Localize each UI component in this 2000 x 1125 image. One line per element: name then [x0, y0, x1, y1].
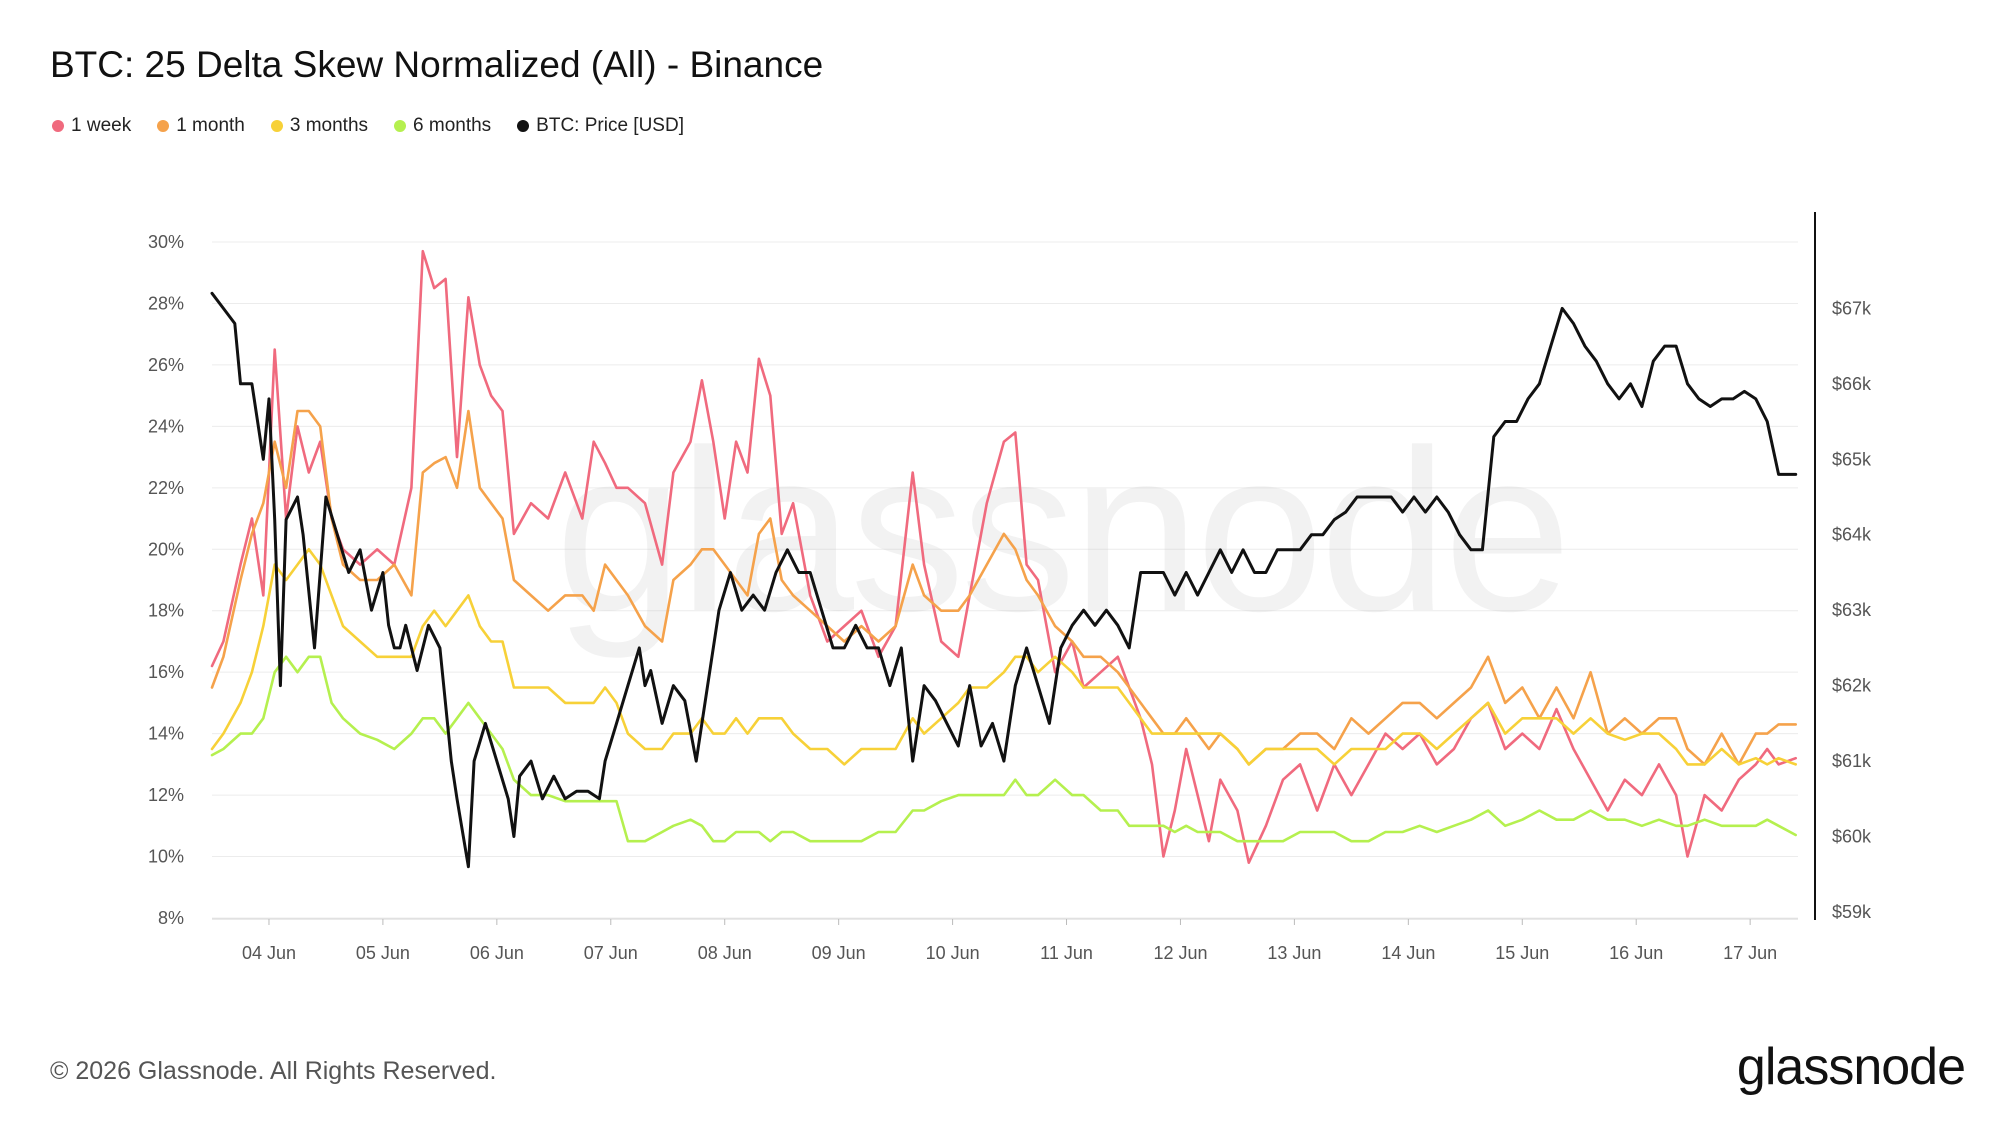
y-right-tick: $65k	[1832, 449, 1872, 469]
y-right-tick: $62k	[1832, 676, 1872, 696]
x-tick: 16 Jun	[1609, 943, 1663, 963]
x-tick: 10 Jun	[926, 943, 980, 963]
series-lines	[210, 249, 1798, 869]
legend-item-btc-price-usd[interactable]: BTC: Price [USD]	[517, 115, 684, 137]
legend-label: 1 week	[71, 115, 132, 136]
legend-item-3-months[interactable]: 3 months	[270, 115, 369, 137]
legend-dot-icon	[517, 120, 530, 132]
y-left-tick: 18%	[148, 601, 184, 621]
legend-label: 6 months	[413, 115, 492, 136]
x-tick: 09 Jun	[812, 943, 866, 963]
y-right-tick: $67k	[1832, 298, 1872, 318]
legend-dot-icon	[394, 120, 407, 132]
x-axis: 04 Jun 05 Jun 06 Jun 07 Jun 08 Jun 09 Jun 10 J…	[242, 919, 1777, 963]
legend-item-1-week[interactable]: 1 week	[52, 115, 131, 137]
chart-legend: 1 week 1 month 3 months 6 months BTC: Price …	[52, 115, 684, 137]
y-left-tick: 16%	[148, 662, 184, 682]
x-tick: 13 Jun	[1267, 943, 1321, 963]
y-left-tick: 30%	[148, 232, 184, 252]
series-line-3-months[interactable]	[210, 548, 1797, 766]
y-right-tick: $64k	[1832, 525, 1872, 545]
y-left-tick: 26%	[148, 355, 184, 375]
y-axis-left: 8% 10% 12% 14% 16% 18% 20% 22% 24% 26% 28% 30%	[148, 232, 184, 928]
series-line-1-month[interactable]	[210, 409, 1797, 766]
legend-dot-icon	[270, 120, 283, 132]
y-right-tick: $61k	[1832, 751, 1872, 771]
y-right-tick: $59k	[1832, 902, 1872, 922]
series-line-btc-price-usd[interactable]	[210, 291, 1798, 869]
x-tick: 12 Jun	[1153, 943, 1207, 963]
x-tick: 08 Jun	[698, 943, 752, 963]
legend-item-6-months[interactable]: 6 months	[394, 115, 491, 137]
y-left-tick: 22%	[148, 478, 184, 498]
y-left-tick: 10%	[148, 847, 184, 867]
legend-label: 1 month	[176, 115, 245, 136]
x-tick: 15 Jun	[1495, 943, 1549, 963]
y-left-tick: 12%	[148, 785, 184, 805]
x-tick: 05 Jun	[356, 943, 410, 963]
x-tick: 14 Jun	[1381, 943, 1435, 963]
x-tick: 04 Jun	[242, 943, 296, 963]
x-tick: 07 Jun	[584, 943, 638, 963]
y-left-tick: 20%	[148, 539, 184, 559]
x-tick: 17 Jun	[1723, 943, 1777, 963]
legend-label: BTC: Price [USD]	[536, 115, 684, 136]
y-left-tick: 8%	[158, 908, 184, 928]
watermark: glassnode	[555, 402, 1568, 659]
y-right-tick: $66k	[1832, 374, 1872, 394]
y-right-tick: $63k	[1832, 600, 1872, 620]
grid-lines	[212, 241, 1798, 920]
x-tick: 11 Jun	[1040, 943, 1093, 963]
legend-label: 3 months	[289, 115, 369, 136]
legend-dot-icon	[157, 120, 170, 132]
y-left-tick: 24%	[148, 416, 184, 436]
series-line-1-week[interactable]	[210, 249, 1797, 864]
copyright-text: © 2026 Glassnode. All Rights Reserved.	[50, 1057, 497, 1085]
brand-logo[interactable]: glassnode	[1736, 1038, 1966, 1096]
x-tick: 06 Jun	[470, 943, 524, 963]
y-right-tick: $60k	[1832, 827, 1872, 847]
y-left-tick: 28%	[148, 293, 184, 313]
y-left-tick: 14%	[148, 724, 184, 744]
legend-item-1-month[interactable]: 1 month	[157, 115, 245, 137]
legend-dot-icon	[52, 120, 64, 132]
y-axis-right: $59k $60k $61k $62k $63k $64k $65k $66k $67k	[1814, 212, 1872, 922]
chart-title: BTC: 25 Delta Skew Normalized (All) - Bi…	[50, 44, 824, 85]
